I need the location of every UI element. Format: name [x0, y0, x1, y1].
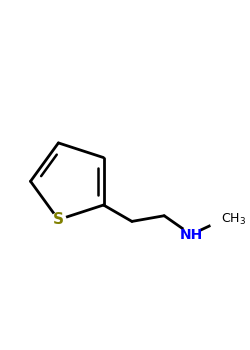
Text: CH$_3$: CH$_3$ [221, 212, 246, 227]
Text: S: S [53, 212, 64, 227]
Text: NH: NH [180, 228, 203, 241]
